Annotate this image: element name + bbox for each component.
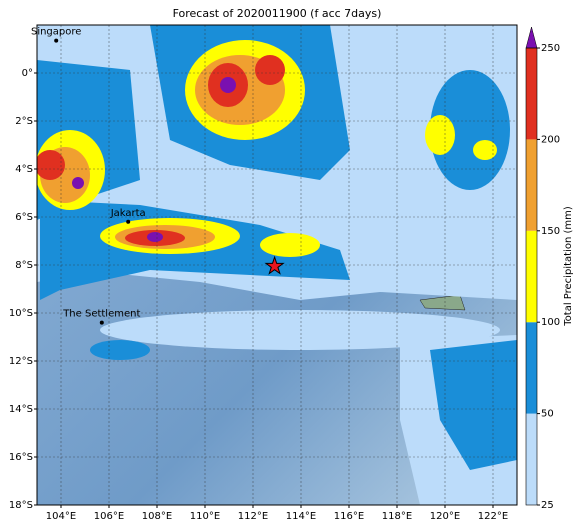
city-dot: [126, 219, 131, 224]
colorbar-tick-label: 100: [541, 317, 560, 328]
colorbar-segment: [526, 322, 537, 414]
y-tick-label: 4°S: [15, 164, 33, 175]
colorbar-extend: [525, 26, 538, 49]
y-tick-label: 18°S: [9, 500, 33, 511]
grid: [37, 25, 517, 505]
x-tick-label: 112°E: [238, 511, 268, 522]
colorbar-tick-label: 50: [541, 409, 554, 420]
y-tick-label: 2°S: [15, 116, 33, 127]
precip-area: [430, 340, 517, 470]
y-tick-label: 10°S: [9, 308, 33, 319]
x-tick-label: 116°E: [334, 511, 364, 522]
city-label: Jakarta: [110, 208, 146, 219]
colorbar-tick-label: 250: [541, 43, 560, 54]
precip-area: [430, 70, 510, 190]
precip-area: [473, 140, 497, 160]
star-marker: [264, 255, 285, 275]
y-tick-label: 16°S: [9, 452, 33, 463]
y-tick-label: 6°S: [15, 212, 33, 223]
city-label: The Settlement: [62, 309, 140, 320]
x-tick-label: 122°E: [478, 511, 508, 522]
colorbar-tick-label: 25: [541, 500, 554, 511]
precip-area: [425, 115, 455, 155]
colorbar-segment: [526, 413, 537, 505]
x-tick-label: 118°E: [382, 511, 412, 522]
x-tick-label: 110°E: [190, 511, 220, 522]
precip-area: [37, 150, 65, 180]
city-dot: [54, 38, 59, 43]
colorbar-segment: [526, 139, 537, 231]
y-tick-label: 14°S: [9, 404, 33, 415]
precip-area: [260, 233, 320, 257]
city-label: Singapore: [31, 27, 81, 38]
colorbar-tick-label: 200: [541, 134, 560, 145]
colorbar-label: Total Precipitation (mm): [563, 206, 574, 327]
precip-area: [90, 340, 150, 360]
precip-area: [147, 232, 163, 242]
precip-area: [220, 77, 236, 93]
precip-area: [72, 177, 84, 189]
x-tick-label: 114°E: [286, 511, 316, 522]
y-tick-label: 8°S: [15, 260, 33, 271]
x-tick-label: 120°E: [430, 511, 460, 522]
precip-area: [255, 55, 285, 85]
colorbar-segment: [526, 230, 537, 323]
colorbar-frame: [525, 47, 538, 506]
y-tick-label: 0°: [22, 68, 33, 79]
title: Forecast of 2020011900 (f acc 7days): [173, 7, 382, 20]
x-tick-label: 106°E: [94, 511, 124, 522]
colorbar-segment: [526, 48, 537, 140]
y-tick-label: 12°S: [9, 356, 33, 367]
city-dot: [99, 320, 104, 325]
colorbar-tick-label: 150: [541, 226, 560, 237]
x-tick-label: 104°E: [46, 511, 76, 522]
map-area: [37, 25, 517, 505]
x-tick-label: 108°E: [142, 511, 172, 522]
